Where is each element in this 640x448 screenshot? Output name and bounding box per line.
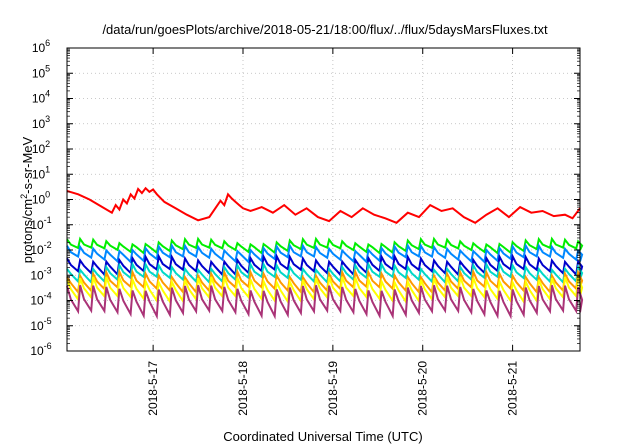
y-tick-label: 104 [32, 89, 50, 106]
y-axis-label: protons/cm2-s-sr-MeV [19, 136, 35, 263]
y-tick-label: 10-5 [30, 316, 51, 333]
series-layer [66, 186, 584, 320]
y-tick-label: 102 [32, 139, 50, 156]
y-tick-label: 10-6 [30, 341, 51, 358]
flux-series-line [66, 186, 581, 224]
x-tick-label: 2018-5-20 [416, 361, 430, 416]
flux-series-line [66, 236, 584, 255]
x-axis-label: Coordinated Universal Time (UTC) [223, 429, 422, 444]
chart-title: /data/run/goesPlots/archive/2018-05-21/1… [102, 22, 548, 37]
y-tick-label: 10-2 [30, 240, 51, 257]
x-tick-label: 2018-5-19 [326, 361, 340, 416]
y-tick-label: 103 [32, 114, 50, 131]
flux-series-line [66, 253, 584, 277]
y-tick-label: 10-3 [30, 265, 51, 282]
x-tick-label: 2018-5-21 [506, 361, 520, 416]
x-tick-label: 2018-5-18 [236, 361, 250, 416]
x-tick-label: 2018-5-17 [146, 361, 160, 416]
y-tick-label: 10-4 [30, 291, 51, 308]
flux-series-line [66, 285, 584, 320]
y-tick-label: 10-1 [30, 215, 51, 232]
plot-frame [66, 47, 581, 352]
y-tick-label: 100 [32, 190, 50, 207]
y-tick-label: 105 [32, 63, 50, 80]
flux-series-line [66, 242, 584, 264]
y-tick-label: 101 [32, 164, 50, 181]
y-tick-label: 106 [32, 38, 50, 55]
axes-layer: 10-6 10-5 10-4 10-3 10-2 10-1 100 101 102 103 104 1… [30, 38, 580, 416]
